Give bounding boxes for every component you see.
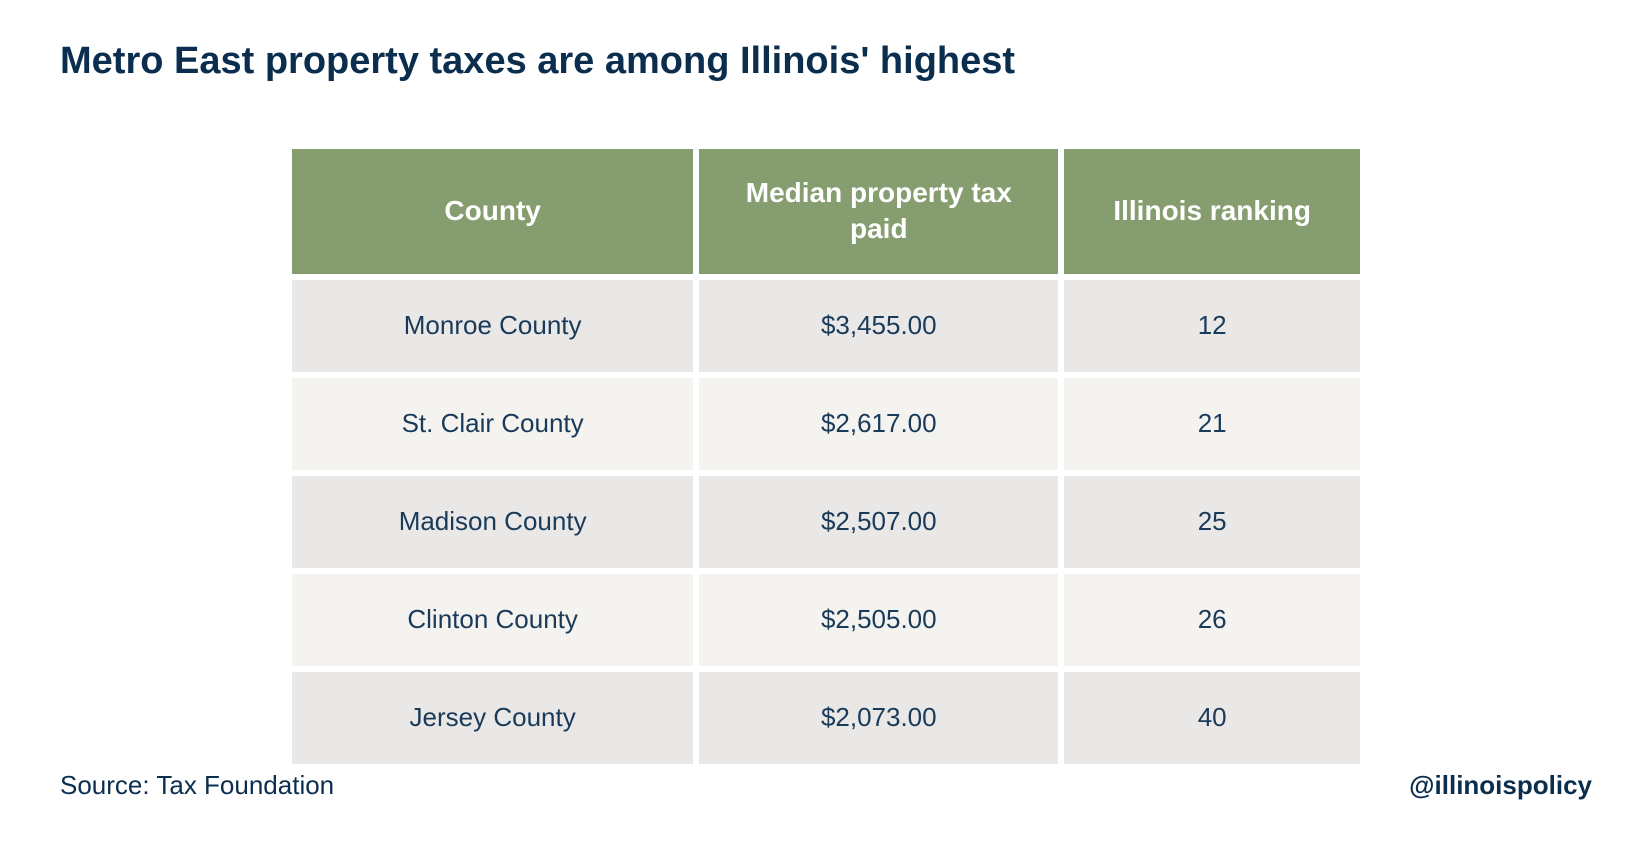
chart-title: Metro East property taxes are among Illi… xyxy=(60,40,1592,83)
cell-rank: 21 xyxy=(1064,378,1360,470)
cell-tax: $2,073.00 xyxy=(699,672,1058,764)
cell-rank: 40 xyxy=(1064,672,1360,764)
table-header-row: County Median property tax paid Illinois… xyxy=(292,149,1360,274)
cell-rank: 26 xyxy=(1064,574,1360,666)
cell-tax: $2,507.00 xyxy=(699,476,1058,568)
col-header-rank: Illinois ranking xyxy=(1064,149,1360,274)
cell-county: Monroe County xyxy=(292,280,693,372)
cell-county: Madison County xyxy=(292,476,693,568)
table-row: Madison County $2,507.00 25 xyxy=(292,476,1360,568)
cell-tax: $2,617.00 xyxy=(699,378,1058,470)
col-header-county: County xyxy=(292,149,693,274)
cell-county: Jersey County xyxy=(292,672,693,764)
cell-rank: 12 xyxy=(1064,280,1360,372)
table-row: St. Clair County $2,617.00 21 xyxy=(292,378,1360,470)
table-row: Jersey County $2,073.00 40 xyxy=(292,672,1360,764)
source-text: Source: Tax Foundation xyxy=(60,770,334,801)
table-wrapper: County Median property tax paid Illinois… xyxy=(60,143,1592,770)
data-table: County Median property tax paid Illinois… xyxy=(286,143,1366,770)
chart-footer: Source: Tax Foundation @illinoispolicy xyxy=(60,770,1592,801)
chart-container: Metro East property taxes are among Illi… xyxy=(0,0,1652,841)
cell-county: Clinton County xyxy=(292,574,693,666)
table-row: Clinton County $2,505.00 26 xyxy=(292,574,1360,666)
cell-county: St. Clair County xyxy=(292,378,693,470)
table-body: Monroe County $3,455.00 12 St. Clair Cou… xyxy=(292,280,1360,764)
cell-tax: $2,505.00 xyxy=(699,574,1058,666)
cell-tax: $3,455.00 xyxy=(699,280,1058,372)
col-header-tax: Median property tax paid xyxy=(699,149,1058,274)
cell-rank: 25 xyxy=(1064,476,1360,568)
handle-text: @illinoispolicy xyxy=(1409,770,1592,801)
table-row: Monroe County $3,455.00 12 xyxy=(292,280,1360,372)
